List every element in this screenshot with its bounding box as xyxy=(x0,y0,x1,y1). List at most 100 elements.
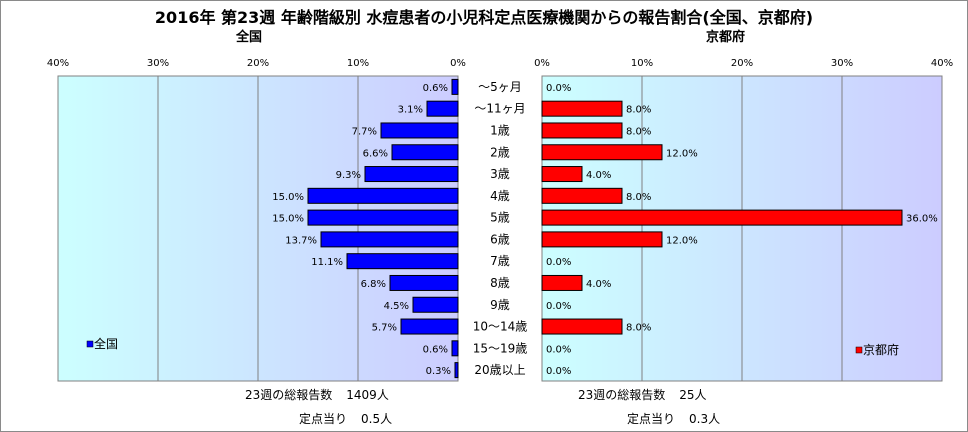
national-total-reports: 23週の総報告数 1409人 xyxy=(245,386,389,403)
national-data-label: 5.7% xyxy=(372,323,397,334)
age-label: 9歳 xyxy=(490,298,510,312)
kyoto-tick-label: 40% xyxy=(931,58,953,69)
kyoto-per-label: 定点当り xyxy=(627,412,676,426)
kyoto-data-label: 0.0% xyxy=(546,83,571,94)
kyoto-data-label: 12.0% xyxy=(666,148,698,159)
kyoto-per-value: 0.3人 xyxy=(689,412,721,426)
national-tick-label: 30% xyxy=(147,58,169,69)
national-data-label: 0.3% xyxy=(426,366,451,377)
kyoto-tick-label: 30% xyxy=(831,58,853,69)
kyoto-total-value: 25人 xyxy=(679,388,707,402)
age-category-labels: ～5ヶ月 ～11ヶ月 1歳 2歳 3歳 4歳 5歳 6歳 7歳 8歳 9歳 10～14歳 15～19歳 2… xyxy=(473,80,528,377)
kyoto-data-label: 0.0% xyxy=(546,366,571,377)
kyoto-tick-label: 10% xyxy=(631,58,653,69)
kyoto-data-label: 8.0% xyxy=(626,323,651,334)
kyoto-data-label: 0.0% xyxy=(546,301,571,312)
national-bar xyxy=(320,231,459,248)
kyoto-bar xyxy=(541,318,623,335)
kyoto-data-label: 4.0% xyxy=(586,170,611,181)
national-legend: 全国 xyxy=(86,336,118,351)
kyoto-data-label: 8.0% xyxy=(626,105,651,116)
national-data-label: 4.5% xyxy=(384,301,409,312)
kyoto-data-label: 12.0% xyxy=(666,235,698,246)
kyoto-chart-title: 京都府 xyxy=(706,30,746,45)
kyoto-tick-label: 0% xyxy=(534,58,550,69)
national-bar xyxy=(451,340,459,357)
national-bar xyxy=(400,318,459,335)
national-data-label: 11.1% xyxy=(311,257,343,268)
national-bar xyxy=(426,100,459,117)
kyoto-legend-swatch xyxy=(855,346,863,354)
national-data-label: 3.1% xyxy=(398,105,423,116)
national-per-value: 0.5人 xyxy=(361,412,393,426)
national-bar xyxy=(346,253,459,270)
national-data-label: 15.0% xyxy=(272,192,304,203)
kyoto-data-label: 8.0% xyxy=(626,192,651,203)
kyoto-legend: 京都府 xyxy=(855,342,899,357)
kyoto-legend-label: 京都府 xyxy=(863,342,899,357)
national-bar xyxy=(412,296,459,313)
national-tick-label: 10% xyxy=(347,58,369,69)
kyoto-data-label: 0.0% xyxy=(546,344,571,355)
kyoto-data-label: 36.0% xyxy=(906,214,938,225)
national-bar xyxy=(389,274,459,291)
national-data-label: 15.0% xyxy=(272,214,304,225)
national-data-label: 6.6% xyxy=(363,148,388,159)
kyoto-bar xyxy=(541,166,583,183)
kyoto-bar xyxy=(541,100,623,117)
kyoto-data-label: 0.0% xyxy=(546,257,571,268)
national-legend-label: 全国 xyxy=(94,336,118,351)
national-bar xyxy=(391,144,459,161)
kyoto-bar xyxy=(541,122,623,139)
age-label: 20歳以上 xyxy=(474,363,525,377)
national-bar xyxy=(307,209,459,226)
kyoto-total-label: 23週の総報告数 xyxy=(578,388,666,402)
age-label: 4歳 xyxy=(490,189,510,203)
kyoto-data-label: 8.0% xyxy=(626,126,651,137)
national-bar xyxy=(454,362,459,379)
national-total-value: 1409人 xyxy=(346,388,389,402)
kyoto-bar xyxy=(541,209,903,226)
national-per-sentinel: 定点当り 0.5人 xyxy=(299,410,392,427)
age-label: 2歳 xyxy=(490,145,510,159)
kyoto-bar xyxy=(541,144,663,161)
age-label: 7歳 xyxy=(490,254,510,268)
national-per-label: 定点当り xyxy=(299,412,348,426)
national-data-label: 0.6% xyxy=(423,83,448,94)
kyoto-bar xyxy=(541,274,583,291)
national-tick-label: 20% xyxy=(247,58,269,69)
national-bar xyxy=(380,122,459,139)
national-total-label: 23週の総報告数 xyxy=(245,388,333,402)
national-data-label: 9.3% xyxy=(336,170,361,181)
national-chart-title: 全国 xyxy=(236,30,263,45)
age-label: 6歳 xyxy=(490,232,510,246)
kyoto-plot-area: 0% 10% 20% 30% 40% 0.0% 8.0% 8.0% 12.0% 4.0% 8.0% 3… xyxy=(534,58,953,382)
national-bar xyxy=(364,166,459,183)
age-label: 5歳 xyxy=(490,211,510,225)
kyoto-tick-label: 20% xyxy=(731,58,753,69)
age-label: ～5ヶ月 xyxy=(478,80,522,94)
national-legend-swatch xyxy=(86,340,94,348)
kyoto-bar xyxy=(541,187,623,204)
age-label: 10～14歳 xyxy=(473,320,528,334)
national-data-label: 0.6% xyxy=(423,344,448,355)
national-tick-label: 40% xyxy=(47,58,69,69)
age-label: 1歳 xyxy=(490,123,510,137)
kyoto-bar xyxy=(541,231,663,248)
kyoto-per-sentinel: 定点当り 0.3人 xyxy=(627,410,720,427)
national-data-label: 6.8% xyxy=(361,279,386,290)
age-label: 15～19歳 xyxy=(473,341,528,355)
chart-title: 2016年 第23週 年齢階級別 水痘患者の小児科定点医療機関からの報告割合(全… xyxy=(154,8,814,27)
kyoto-total-reports: 23週の総報告数 25人 xyxy=(578,386,707,403)
age-label: 3歳 xyxy=(490,167,510,181)
national-tick-label: 0% xyxy=(450,58,466,69)
national-plot-area: 0%10%20%30%40%0.6%3.1%7.7%6.6%9.3%15.0%1… xyxy=(47,58,466,382)
national-bar xyxy=(451,78,459,95)
age-label: 8歳 xyxy=(490,276,510,290)
national-bar xyxy=(307,187,459,204)
national-data-label: 7.7% xyxy=(352,126,377,137)
national-data-label: 13.7% xyxy=(285,235,317,246)
kyoto-data-label: 4.0% xyxy=(586,279,611,290)
age-label: ～11ヶ月 xyxy=(474,102,525,116)
